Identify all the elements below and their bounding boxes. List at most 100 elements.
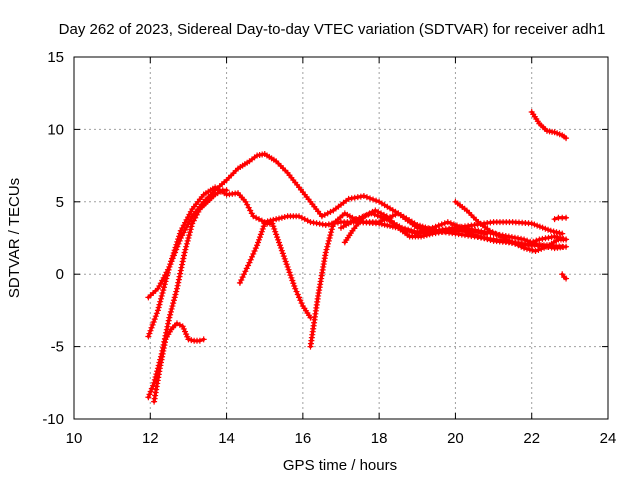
data-point — [327, 232, 334, 239]
data-point — [365, 211, 372, 218]
data-point — [353, 216, 360, 223]
data-point — [441, 220, 448, 227]
series-track-h — [338, 210, 570, 252]
data-point — [288, 274, 295, 281]
data-point — [531, 221, 538, 228]
data-point — [269, 220, 276, 227]
data-point — [169, 252, 176, 259]
data-point — [277, 244, 284, 251]
data-point — [270, 216, 277, 223]
data-point — [450, 221, 457, 228]
data-point — [418, 233, 425, 240]
data-point — [185, 336, 192, 343]
data-point — [292, 285, 299, 292]
data-point — [325, 240, 332, 247]
y-tick-labels: -10 -5 0 5 10 15 — [42, 49, 64, 428]
data-point — [166, 314, 173, 321]
data-point — [255, 239, 262, 246]
data-point — [175, 279, 182, 286]
data-point — [289, 277, 296, 284]
data-point — [145, 333, 152, 340]
x-tick-label: 12 — [142, 430, 159, 447]
data-point — [563, 275, 570, 282]
data-point — [184, 333, 191, 340]
data-point — [158, 292, 165, 299]
data-point — [175, 276, 182, 283]
data-point — [368, 210, 375, 217]
y-tick-label: 5 — [56, 194, 64, 211]
data-point — [280, 253, 287, 260]
data-point — [184, 237, 191, 244]
data-point — [284, 263, 291, 270]
data-point — [475, 233, 482, 240]
data-point — [179, 261, 186, 268]
axis-ticks — [73, 56, 609, 420]
data-point — [174, 238, 181, 245]
data-point — [399, 224, 406, 231]
data-point — [173, 285, 180, 292]
data-point — [174, 282, 181, 289]
data-point — [242, 268, 249, 275]
data-point — [171, 294, 178, 301]
data-point — [481, 235, 488, 242]
data-point — [371, 211, 378, 218]
data-point — [322, 249, 329, 256]
data-point — [171, 247, 178, 254]
data-point — [167, 261, 174, 268]
data-point — [164, 323, 171, 330]
data-point — [167, 311, 174, 318]
data-point — [326, 235, 333, 241]
data-point — [146, 330, 153, 337]
data-point — [293, 288, 300, 295]
data-point — [275, 236, 282, 243]
data-point — [408, 227, 415, 234]
data-point — [457, 223, 464, 230]
data-point — [324, 243, 331, 250]
data-point — [528, 220, 535, 227]
x-tick-label: 16 — [295, 430, 312, 447]
data-point — [168, 255, 175, 262]
data-point — [529, 247, 536, 254]
data-point — [438, 221, 445, 228]
data-point — [165, 320, 172, 327]
data-point — [176, 230, 183, 237]
data-point — [187, 226, 194, 233]
data-point — [157, 298, 164, 305]
data-point — [291, 282, 298, 289]
data-point — [170, 250, 177, 257]
data-point — [150, 318, 157, 325]
y-tick-label: -5 — [51, 339, 64, 356]
data-point — [417, 228, 424, 235]
data-point — [161, 284, 168, 291]
data-point — [175, 236, 182, 243]
x-tick-label: 24 — [600, 430, 617, 447]
data-point — [530, 239, 537, 246]
x-tick-label: 22 — [523, 430, 540, 447]
data-point — [276, 242, 283, 249]
data-point — [429, 224, 436, 231]
plot-frame — [73, 56, 609, 420]
data-point — [154, 307, 161, 314]
data-point — [381, 221, 388, 228]
data-point — [389, 212, 396, 219]
chart-title: Day 262 of 2023, Sidereal Day-to-day VTE… — [59, 21, 606, 38]
x-axis-label: GPS time / hours — [283, 457, 397, 474]
data-point — [258, 228, 265, 235]
data-point — [181, 249, 188, 256]
y-tick-label: 10 — [47, 121, 64, 138]
data-point — [447, 220, 454, 227]
data-point — [169, 303, 176, 310]
data-point — [183, 240, 190, 247]
data-point — [329, 223, 336, 230]
data-point — [360, 193, 367, 200]
data-point — [524, 237, 531, 244]
data-point — [276, 215, 283, 222]
data-point — [432, 223, 439, 230]
data-point — [550, 228, 557, 235]
data-point — [255, 236, 262, 243]
data-point — [271, 225, 278, 232]
series-track-k — [551, 214, 570, 223]
data-point — [307, 314, 314, 321]
data-point — [420, 227, 427, 234]
